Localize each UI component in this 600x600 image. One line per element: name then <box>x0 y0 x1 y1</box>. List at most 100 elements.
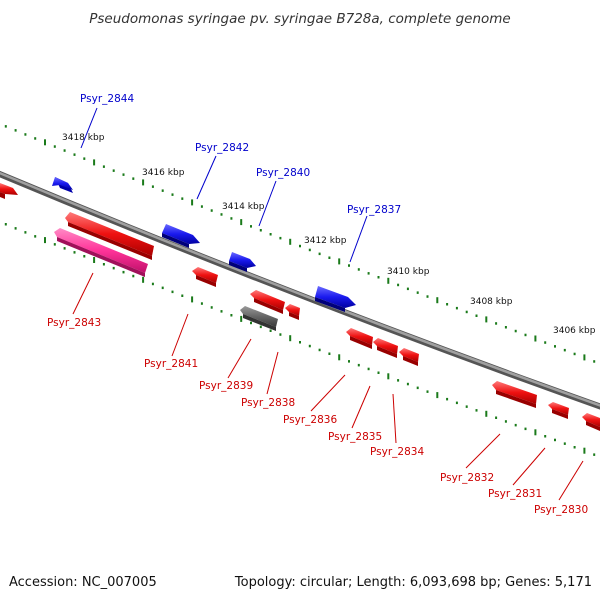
gene-label[interactable]: Psyr_2837 <box>347 204 401 216</box>
gene-features <box>0 177 600 431</box>
gene-arrow[interactable] <box>254 298 283 314</box>
kbp-label: 3414 kbp <box>222 202 265 212</box>
gene-label[interactable]: Psyr_2832 <box>440 472 494 484</box>
minor-tick <box>161 286 164 290</box>
gene-arrow[interactable] <box>0 192 5 199</box>
gene-arrow[interactable] <box>496 390 536 408</box>
minor-tick <box>397 379 400 382</box>
gene-arrow[interactable] <box>57 237 145 277</box>
minor-tick <box>455 306 458 310</box>
gene-arrow[interactable] <box>196 275 216 287</box>
gene-arrow[interactable] <box>552 409 568 419</box>
gene-arrow[interactable] <box>346 328 373 345</box>
gene-label[interactable]: Psyr_2844 <box>80 93 134 105</box>
minor-tick <box>544 341 547 344</box>
minor-tick <box>348 360 350 363</box>
gene-arrow[interactable] <box>192 267 218 283</box>
gene-arrow[interactable] <box>243 314 276 331</box>
minor-tick <box>250 225 252 228</box>
minor-tick <box>122 270 125 274</box>
gene-label[interactable]: Psyr_2838 <box>241 397 295 409</box>
major-tick <box>338 354 341 361</box>
minor-tick <box>308 248 311 252</box>
minor-tick <box>210 209 213 212</box>
minor-tick <box>593 453 596 456</box>
minor-tick <box>73 153 76 156</box>
minor-tick <box>563 348 566 352</box>
major-tick <box>44 237 46 244</box>
minor-tick <box>200 205 203 208</box>
minor-tick <box>230 314 233 317</box>
gene-arrow[interactable] <box>399 348 419 362</box>
gene-label[interactable]: Psyr_2840 <box>256 167 310 179</box>
gene-arrow[interactable] <box>373 338 398 354</box>
gene-arrow[interactable] <box>0 183 18 195</box>
minor-tick <box>416 386 419 390</box>
minor-tick <box>250 321 252 325</box>
minor-tick <box>367 367 370 371</box>
minor-tick <box>446 303 449 306</box>
gene-arrow[interactable] <box>162 224 200 244</box>
gene-label[interactable]: Psyr_2836 <box>283 414 337 426</box>
gene-arrow[interactable] <box>350 336 372 349</box>
gene-label[interactable]: Psyr_2843 <box>47 317 101 329</box>
genome-backbone <box>0 170 600 410</box>
gene-label[interactable]: Psyr_2842 <box>195 142 249 154</box>
major-tick <box>485 316 488 323</box>
inner-tick-row <box>4 223 596 456</box>
minor-tick <box>377 371 380 374</box>
minor-tick <box>259 229 262 232</box>
gene-label[interactable]: Psyr_2841 <box>144 358 198 370</box>
gene-arrow[interactable] <box>240 306 278 327</box>
minor-tick <box>53 243 56 246</box>
gene-label[interactable]: Psyr_2830 <box>534 504 588 516</box>
bottom-gene-labels: Psyr_2843 Psyr_2841 Psyr_2839 Psyr_2838 … <box>47 272 588 516</box>
gene-arrow[interactable] <box>289 312 299 320</box>
minor-tick <box>269 329 272 332</box>
minor-tick <box>24 133 27 136</box>
minor-tick <box>514 329 517 333</box>
gene-label[interactable]: Psyr_2834 <box>370 446 424 458</box>
gene-arrow[interactable] <box>285 304 300 316</box>
gene-arrow[interactable] <box>54 228 148 273</box>
gene-label[interactable]: Psyr_2839 <box>199 380 253 392</box>
gene-arrow[interactable] <box>315 297 345 312</box>
minor-tick <box>495 416 498 419</box>
minor-tick <box>593 360 596 363</box>
gene-arrow[interactable] <box>68 222 152 260</box>
minor-tick <box>220 310 223 313</box>
gene-arrow[interactable] <box>403 356 418 366</box>
minor-tick <box>279 333 282 336</box>
gene-label[interactable]: Psyr_2835 <box>328 431 382 443</box>
major-tick <box>142 179 145 186</box>
gene-arrow[interactable] <box>377 346 397 358</box>
minor-tick <box>524 333 527 337</box>
gene-arrow[interactable] <box>65 212 154 256</box>
gene-label[interactable]: Psyr_2831 <box>488 488 542 500</box>
gene-arrow[interactable] <box>582 413 600 427</box>
gene-arrow[interactable] <box>52 177 73 190</box>
minor-tick <box>63 247 66 250</box>
gene-arrow[interactable] <box>492 381 537 404</box>
gene-arrow[interactable] <box>250 290 285 310</box>
minor-tick <box>200 302 203 305</box>
minor-tick <box>426 295 429 298</box>
minor-tick <box>210 306 213 309</box>
minor-tick <box>544 435 547 438</box>
gene-arrow[interactable] <box>315 286 356 308</box>
gene-arrow[interactable] <box>548 402 569 415</box>
minor-tick <box>465 310 468 314</box>
outer-tick-row <box>4 125 596 363</box>
gene-arrow[interactable] <box>586 421 600 431</box>
minor-tick <box>24 231 27 234</box>
minor-tick <box>14 227 17 230</box>
gene-arrow[interactable] <box>162 233 189 248</box>
gene-arrow[interactable] <box>229 252 256 268</box>
minor-tick <box>446 397 449 401</box>
major-tick <box>436 392 439 399</box>
kbp-label: 3418 kbp <box>62 133 105 143</box>
gene-arrow[interactable] <box>229 261 247 272</box>
major-tick <box>44 139 46 146</box>
minor-tick <box>220 213 223 216</box>
minor-tick <box>83 255 86 258</box>
